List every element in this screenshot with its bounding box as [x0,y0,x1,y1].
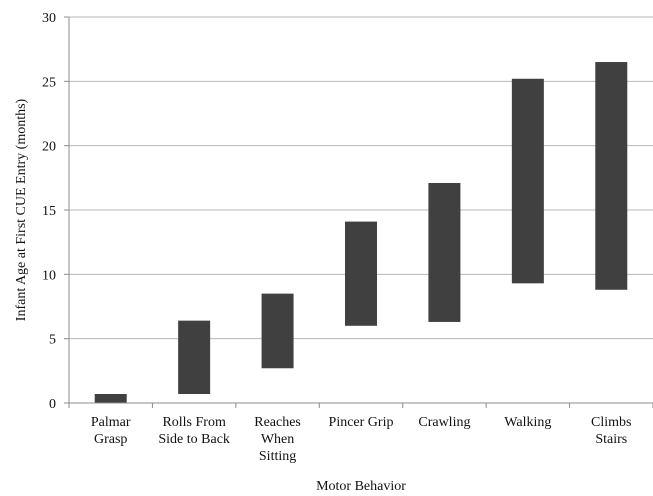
range-bar-5 [511,78,544,284]
y-tick-label-10: 10 [42,268,56,283]
category-label-3: Pincer Grip [329,415,394,430]
range-bar-6 [595,62,628,290]
category-label-line: Grasp [94,432,127,447]
category-label-1: Rolls From Side to Back [158,415,230,447]
range-bar-3 [345,221,377,326]
range-bar-0 [94,393,127,403]
category-label-6: Climbs Stairs [591,415,631,447]
range-bar-2 [261,293,294,369]
y-tick-label-5: 5 [49,333,56,348]
category-label-2: Reaches When Sitting [254,415,301,464]
range-bar-4 [428,182,461,322]
category-label-line: Crawling [418,415,470,430]
category-label-line: Rolls From [162,415,226,430]
label-layer: 0 5 10 15 20 25 30 Palmar Grasp Rolls From Side to… [42,11,632,464]
category-label-line: Walking [504,415,551,430]
bar-layer [94,62,628,403]
y-axis-title: Infant Age at First CUE Entry (months) [14,98,29,321]
category-label-line: Pincer Grip [329,415,394,430]
y-tick-label-15: 15 [42,204,56,219]
category-label-line: Sitting [259,449,296,464]
grid-layer [69,16,653,340]
category-label-line: Side to Back [158,432,230,447]
category-label-line: When [261,432,294,447]
y-tick-label-25: 25 [42,75,56,90]
category-label-line: Reaches [254,415,301,430]
range-bar-1 [178,320,211,394]
category-label-4: Crawling [418,415,470,430]
category-label-line: Climbs [591,415,631,430]
category-label-line: Palmar [91,415,131,430]
category-label-5: Walking [504,415,551,430]
y-tick-label-0: 0 [49,397,56,412]
x-axis-title: Motor Behavior [316,479,406,494]
y-tick-label-20: 20 [42,140,56,155]
y-tick-label-30: 30 [42,11,56,26]
category-label-0: Palmar Grasp [91,415,131,447]
axis-layer [64,16,653,408]
category-label-line: Stairs [595,432,627,447]
